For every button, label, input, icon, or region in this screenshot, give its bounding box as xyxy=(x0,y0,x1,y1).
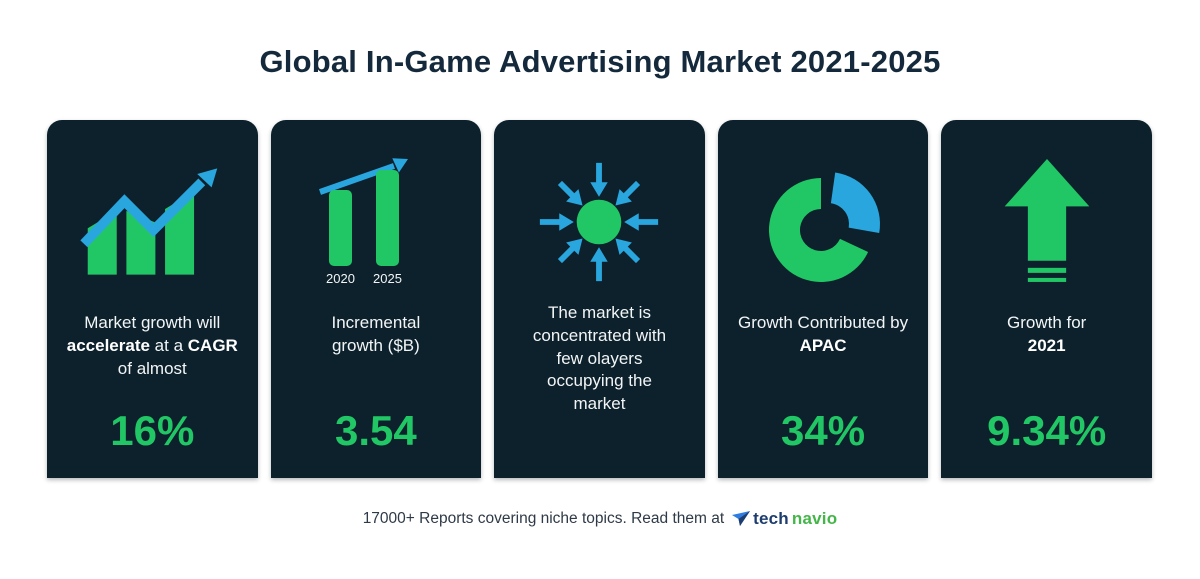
desc-text-bold: accelerate xyxy=(66,335,150,355)
growth-chart-icon xyxy=(80,148,225,296)
card-desc: Growth Contributed by APAC xyxy=(731,312,916,358)
donut-chart-icon xyxy=(756,148,890,296)
footer-note: 17000+ Reports covering niche topics. Re… xyxy=(0,509,1200,529)
bar-year-label: 2025 xyxy=(373,271,402,286)
desc-text: at a xyxy=(149,335,188,355)
desc-text: Incremental xyxy=(331,313,421,332)
logo-text-navio: navio xyxy=(791,509,838,528)
technavio-logo[interactable]: tech navio xyxy=(732,509,837,529)
card-market-growth: Market growth will accelerate at a CAGR … xyxy=(47,120,258,478)
desc-text-bold: CAGR xyxy=(187,335,238,355)
converging-arrows-icon xyxy=(536,148,662,296)
card-market-concentration: The market is concentrated with few olay… xyxy=(494,120,705,478)
logo-text-tech: tech xyxy=(753,509,789,528)
desc-text: Growth for xyxy=(1006,313,1087,332)
growth-chart-icon-svg xyxy=(80,168,218,275)
stat-value: 3.54 xyxy=(335,407,417,454)
bar-year-label: 2020 xyxy=(326,271,355,286)
card-2021-growth: Growth for 2021 9.34% xyxy=(941,120,1152,478)
desc-text: growth ($B) xyxy=(331,335,420,355)
page-title: Global In-Game Advertising Market 2021-2… xyxy=(259,44,941,79)
converging-arrows-icon-svg xyxy=(540,162,659,282)
stat-cards: Market growth will accelerate at a CAGR … xyxy=(47,120,1152,478)
card-incremental-growth: 2020 2025 Incremental growth ($B) 3.54 xyxy=(270,120,482,478)
card-desc: The market is concentrated with few olay… xyxy=(524,302,674,416)
desc-text: The market is concentrated with few olay… xyxy=(532,303,667,414)
footer-text: 17000+ Reports covering niche topics. Re… xyxy=(362,510,725,527)
desc-text: Growth Contributed by xyxy=(738,313,909,332)
donut-chart-icon-svg xyxy=(769,172,881,282)
desc-text-bold: 2021 xyxy=(1027,335,1066,355)
card-desc: Growth for 2021 xyxy=(1007,312,1086,358)
stat-value: 9.34% xyxy=(987,407,1107,454)
desc-text: Market growth will xyxy=(84,313,221,332)
card-desc: Incremental growth ($B) xyxy=(331,312,420,358)
up-arrow-icon xyxy=(991,148,1103,296)
desc-text: of almost xyxy=(117,358,187,378)
up-arrow-icon-svg xyxy=(1004,159,1089,282)
incremental-bars-icon: 2020 2025 xyxy=(316,148,436,296)
desc-text-bold: APAC xyxy=(799,335,847,355)
card-desc: Market growth will accelerate at a CAGR … xyxy=(60,312,245,380)
incremental-bars-icon-svg: 2020 2025 xyxy=(318,158,408,286)
stat-value: 16% xyxy=(110,407,195,454)
card-apac-growth: Growth Contributed by APAC 34% xyxy=(717,120,929,478)
stat-value: 34% xyxy=(781,407,866,454)
plane-icon xyxy=(732,511,751,526)
